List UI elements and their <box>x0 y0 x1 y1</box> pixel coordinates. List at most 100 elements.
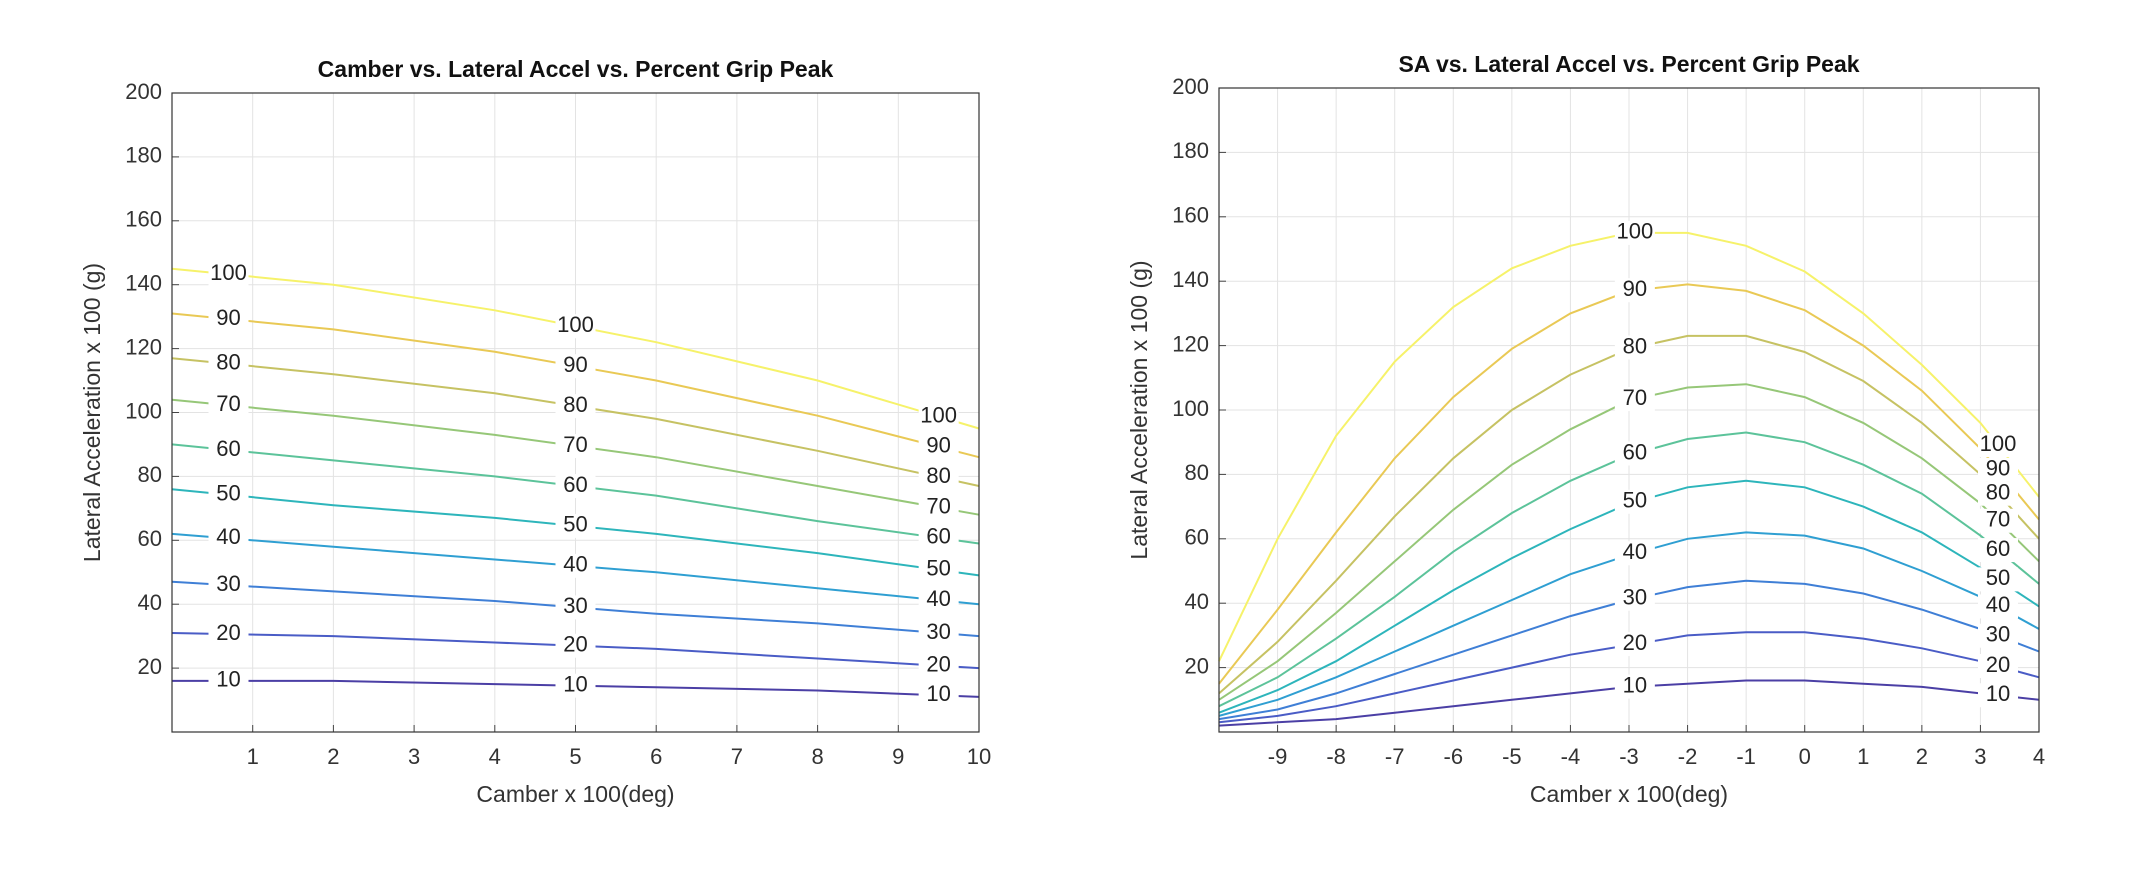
y-tick-label: 100 <box>1172 396 1209 421</box>
contour-label: 60 <box>216 436 240 461</box>
contour-label-bg <box>1614 586 1655 611</box>
contour-label-bg <box>918 404 959 429</box>
contour-label: 80 <box>1986 480 2010 505</box>
contour-label: 50 <box>1623 488 1647 513</box>
x-tick-label: 9 <box>892 744 904 769</box>
x-tick-label: -8 <box>1326 744 1346 769</box>
x-tick-label: 1 <box>1857 744 1869 769</box>
contour-label-bg <box>1978 457 2018 482</box>
contour-label: 100 <box>210 260 247 285</box>
contour-label-bg <box>1978 683 2018 708</box>
y-tick-label: 60 <box>138 526 162 551</box>
contour-label-bg <box>1614 278 1655 303</box>
contour-label: 100 <box>557 312 594 337</box>
contour-label: 10 <box>926 681 950 706</box>
x-tick-label: -4 <box>1561 744 1581 769</box>
y-axis-label: Lateral Acceleration x 100 (g) <box>79 263 105 562</box>
contour-label: 70 <box>563 432 587 457</box>
contour-label: 10 <box>563 671 587 696</box>
y-tick-label: 80 <box>1185 460 1209 485</box>
contour-label-bg <box>1614 335 1655 360</box>
chart-title: SA vs. Lateral Accel vs. Percent Grip Pe… <box>1398 51 1859 77</box>
contour-label-bg <box>208 393 249 418</box>
contour-label-bg <box>208 526 249 551</box>
y-tick-label: 180 <box>1172 138 1209 163</box>
contour-label: 40 <box>216 524 240 549</box>
contour-label: 100 <box>1616 219 1653 244</box>
contour-label: 20 <box>1986 652 2010 677</box>
contour-label: 60 <box>1986 536 2010 561</box>
contour-label: 80 <box>926 463 950 488</box>
contour-label-bg <box>555 553 596 578</box>
contour-label-bg <box>918 525 959 550</box>
x-tick-label: -3 <box>1619 744 1639 769</box>
contour-label: 80 <box>563 392 587 417</box>
contour-label-bg <box>1614 632 1655 657</box>
contour-label-bg <box>1978 538 2018 563</box>
contour-label: 80 <box>1623 333 1647 358</box>
x-tick-label: 3 <box>1974 744 1986 769</box>
x-tick-label: -6 <box>1444 744 1464 769</box>
contour-label-bg <box>208 622 249 647</box>
y-axis-label: Lateral Acceleration x 100 (g) <box>1126 260 1152 559</box>
x-tick-label: 5 <box>569 744 581 769</box>
contour-label: 10 <box>1623 672 1647 697</box>
contour-label-bg <box>918 465 959 490</box>
contour-label: 90 <box>563 352 587 377</box>
contour-label: 30 <box>216 571 240 596</box>
x-tick-label: 0 <box>1799 744 1811 769</box>
contour-label-bg <box>1978 433 2018 458</box>
x-tick-label: 7 <box>731 744 743 769</box>
contour-label-bg <box>1978 567 2018 592</box>
contour-label: 100 <box>1980 431 2017 456</box>
x-tick-label: -2 <box>1678 744 1698 769</box>
contour-label: 50 <box>926 556 950 581</box>
contour-label: 90 <box>1986 456 2010 481</box>
contour-label: 70 <box>1623 385 1647 410</box>
x-tick-label: 4 <box>489 744 501 769</box>
contour-label: 30 <box>563 593 587 618</box>
contour-label-bg <box>555 434 596 459</box>
contour-label: 20 <box>1623 630 1647 655</box>
y-tick-label: 160 <box>1172 203 1209 228</box>
contour-label-bg <box>555 673 596 698</box>
contour-label-bg <box>208 351 249 376</box>
contour-label-bg <box>1978 508 2018 533</box>
y-tick-label: 140 <box>125 271 162 296</box>
contour-label: 60 <box>1623 439 1647 464</box>
contour-label: 40 <box>926 586 950 611</box>
contour-label-bg <box>1978 623 2018 648</box>
y-tick-label: 80 <box>138 462 162 487</box>
contour-label-bg <box>555 354 596 379</box>
contour-label: 40 <box>1986 592 2010 617</box>
x-tick-label: 3 <box>408 744 420 769</box>
y-tick-label: 200 <box>1172 74 1209 99</box>
contour-label: 70 <box>216 391 240 416</box>
x-tick-label: 2 <box>1916 744 1928 769</box>
contour-label-bg <box>1978 481 2018 506</box>
x-tick-label: 1 <box>247 744 259 769</box>
contour-label: 10 <box>216 667 240 692</box>
contour-label-bg <box>208 307 249 332</box>
contour-label-bg <box>1978 594 2018 619</box>
contour-label-bg <box>1614 387 1655 412</box>
contour-label: 20 <box>216 620 240 645</box>
contour-label-bg <box>208 668 249 693</box>
y-tick-label: 60 <box>1185 525 1209 550</box>
x-tick-label: 6 <box>650 744 662 769</box>
x-tick-label: 4 <box>2033 744 2045 769</box>
contour-label: 30 <box>1986 622 2010 647</box>
contour-label-bg <box>918 557 959 582</box>
contour-label: 40 <box>563 552 587 577</box>
axes-box <box>171 92 980 733</box>
contour-label: 40 <box>1623 539 1647 564</box>
contour-label: 90 <box>926 433 950 458</box>
contour-label-bg <box>918 434 959 459</box>
contour-label: 10 <box>1986 681 2010 706</box>
contour-label-bg <box>1978 653 2018 678</box>
y-tick-label: 160 <box>125 207 162 232</box>
chart-title: Camber vs. Lateral Accel vs. Percent Gri… <box>318 56 834 82</box>
y-tick-label: 180 <box>125 143 162 168</box>
contour-label: 30 <box>926 619 950 644</box>
contour-label-bg <box>918 620 959 645</box>
